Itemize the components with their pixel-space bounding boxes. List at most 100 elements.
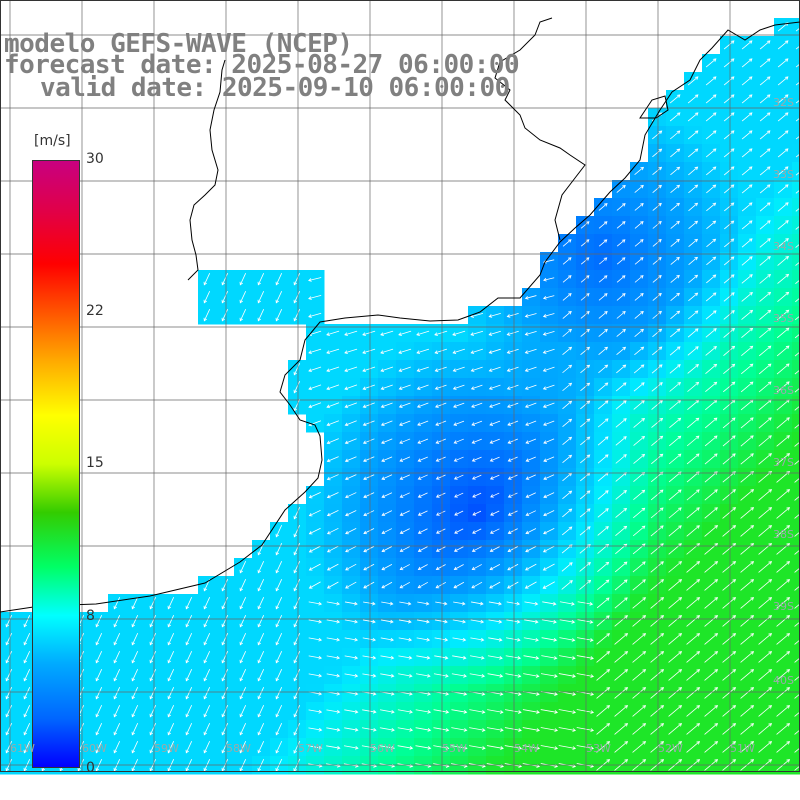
wind-arrow xyxy=(722,579,737,591)
wind-arrow xyxy=(5,651,13,664)
wind-arrow xyxy=(614,579,628,591)
wind-arrow xyxy=(616,328,626,337)
wind-arrow xyxy=(326,348,340,355)
wind-arrow xyxy=(344,348,358,355)
wind-arrow xyxy=(704,561,719,573)
wind-arrow xyxy=(741,112,753,122)
wind-speed-cell xyxy=(792,720,800,739)
wind-arrow xyxy=(507,581,519,589)
wind-arrow xyxy=(776,633,791,645)
wind-arrow xyxy=(597,418,609,428)
wind-arrow xyxy=(416,330,430,336)
wind-arrow xyxy=(758,381,772,393)
wind-arrow xyxy=(616,293,626,301)
wind-arrow xyxy=(113,669,121,682)
wind-arrow xyxy=(686,597,701,609)
wind-arrow xyxy=(741,148,753,158)
wind-arrow xyxy=(562,239,572,247)
wind-speed-cell xyxy=(792,378,800,397)
wind-arrow xyxy=(293,507,301,520)
wind-arrow xyxy=(542,295,555,300)
wind-arrow xyxy=(722,507,737,519)
wind-arrow xyxy=(308,727,323,732)
wind-arrow xyxy=(524,313,537,318)
wind-arrow xyxy=(344,727,359,732)
lat-label: 37S xyxy=(773,456,794,469)
wind-arrow xyxy=(615,400,627,410)
wind-arrow xyxy=(705,310,717,320)
wind-arrow xyxy=(308,673,323,678)
wind-arrow xyxy=(239,579,247,592)
wind-arrow xyxy=(758,687,773,699)
wind-arrow xyxy=(453,438,464,444)
wind-arrow xyxy=(652,275,662,283)
wind-arrow xyxy=(488,312,501,318)
wind-arrow xyxy=(454,510,464,516)
wind-arrow xyxy=(776,381,790,393)
wind-arrow xyxy=(795,117,800,122)
wind-arrow xyxy=(308,545,321,553)
wind-arrow xyxy=(794,711,800,717)
wind-arrow xyxy=(113,615,121,628)
wind-arrow xyxy=(794,459,800,465)
wind-arrow xyxy=(634,328,644,337)
wind-arrow xyxy=(758,471,773,483)
wind-arrow xyxy=(308,366,322,373)
wind-arrow xyxy=(113,687,121,700)
wind-arrow xyxy=(580,454,591,464)
wind-arrow xyxy=(562,508,573,518)
wind-arrow xyxy=(490,510,500,516)
wind-arrow xyxy=(221,669,229,682)
wind-arrow xyxy=(308,402,322,409)
wind-arrow xyxy=(326,492,339,499)
wind-arrow xyxy=(777,184,789,194)
wind-arrow xyxy=(416,348,430,354)
wind-arrow xyxy=(795,81,800,86)
wind-arrow xyxy=(380,384,393,391)
wind-arrow xyxy=(167,615,175,628)
wind-arrow xyxy=(362,637,376,642)
wind-arrow xyxy=(758,615,773,627)
wind-arrow xyxy=(398,637,413,642)
wind-arrow xyxy=(308,709,323,714)
wind-arrow xyxy=(740,669,755,681)
wind-arrow xyxy=(470,384,483,390)
wind-arrow xyxy=(434,637,449,642)
wind-arrow xyxy=(293,381,301,394)
wind-arrow xyxy=(344,438,357,445)
wind-arrow xyxy=(562,418,573,428)
wind-arrow xyxy=(507,420,519,426)
wind-arrow xyxy=(670,220,680,229)
wind-arrow xyxy=(794,657,800,663)
wind-arrow xyxy=(257,579,265,592)
wind-arrow xyxy=(706,274,717,284)
wind-arrow xyxy=(397,709,413,714)
wind-arrow xyxy=(257,669,265,682)
wind-arrow xyxy=(722,705,737,717)
lat-label: 33S xyxy=(773,168,794,181)
wind-arrow xyxy=(381,438,393,444)
wind-arrow xyxy=(381,510,393,517)
wind-arrow xyxy=(507,456,518,462)
wind-arrow xyxy=(652,184,662,193)
wind-arrow xyxy=(723,58,735,68)
wind-arrow xyxy=(579,579,592,590)
wind-arrow xyxy=(723,363,736,375)
wind-arrow xyxy=(794,333,800,339)
wind-arrow xyxy=(417,420,429,426)
wind-arrow xyxy=(399,510,410,516)
wind-arrow xyxy=(580,364,591,374)
wind-speed-cell xyxy=(792,414,800,433)
wind-arrow xyxy=(615,525,628,536)
wind-arrow xyxy=(652,292,662,301)
wind-arrow xyxy=(651,399,663,410)
wind-arrow xyxy=(758,525,773,537)
wind-arrow xyxy=(580,293,590,301)
wind-speed-cell xyxy=(792,702,800,721)
wind-arrow xyxy=(758,651,773,663)
wind-speed-cell xyxy=(792,270,800,289)
wind-arrow xyxy=(633,507,646,519)
wind-arrow xyxy=(579,508,591,518)
wind-arrow xyxy=(722,633,737,645)
